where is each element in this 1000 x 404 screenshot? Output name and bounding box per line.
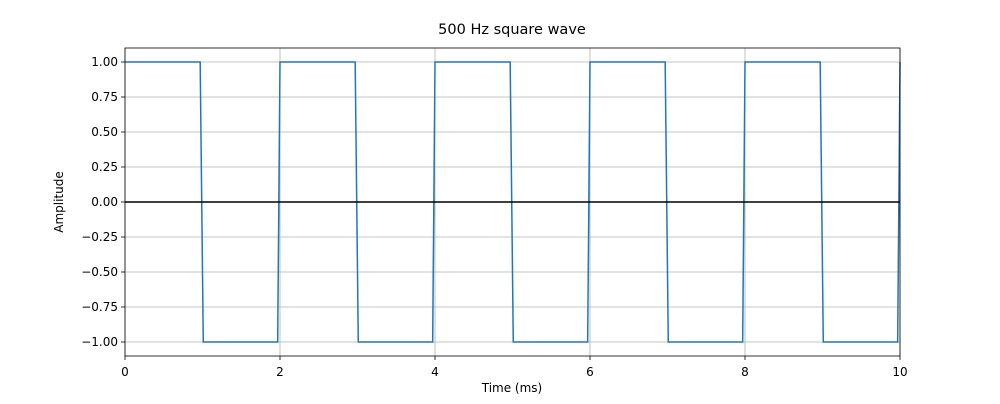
x-tick-label: 8 [741,365,749,379]
x-tick-label: 10 [892,365,907,379]
chart-title: 500 Hz square wave [438,22,586,38]
y-axis-label: Amplitude [52,171,66,233]
y-tick-label: 0.50 [91,125,118,139]
y-tick-label: 1.00 [91,55,118,69]
x-tick-label: 0 [121,365,129,379]
x-tick-label: 2 [276,365,284,379]
series-line [125,61,901,343]
y-tick-label: 0.75 [91,90,118,104]
x-tick-label: 4 [431,365,439,379]
y-tick-label: −1.00 [81,335,118,349]
axes-frame [124,47,901,357]
y-tick-label: −0.25 [81,230,118,244]
x-tick-label: 6 [586,365,594,379]
y-tick-label: 0.00 [91,195,118,209]
y-tick-label: −0.50 [81,265,118,279]
y-tick-label: −0.75 [81,300,118,314]
x-axis-label: Time (ms) [481,381,543,395]
y-tick-label: 0.25 [91,160,118,174]
